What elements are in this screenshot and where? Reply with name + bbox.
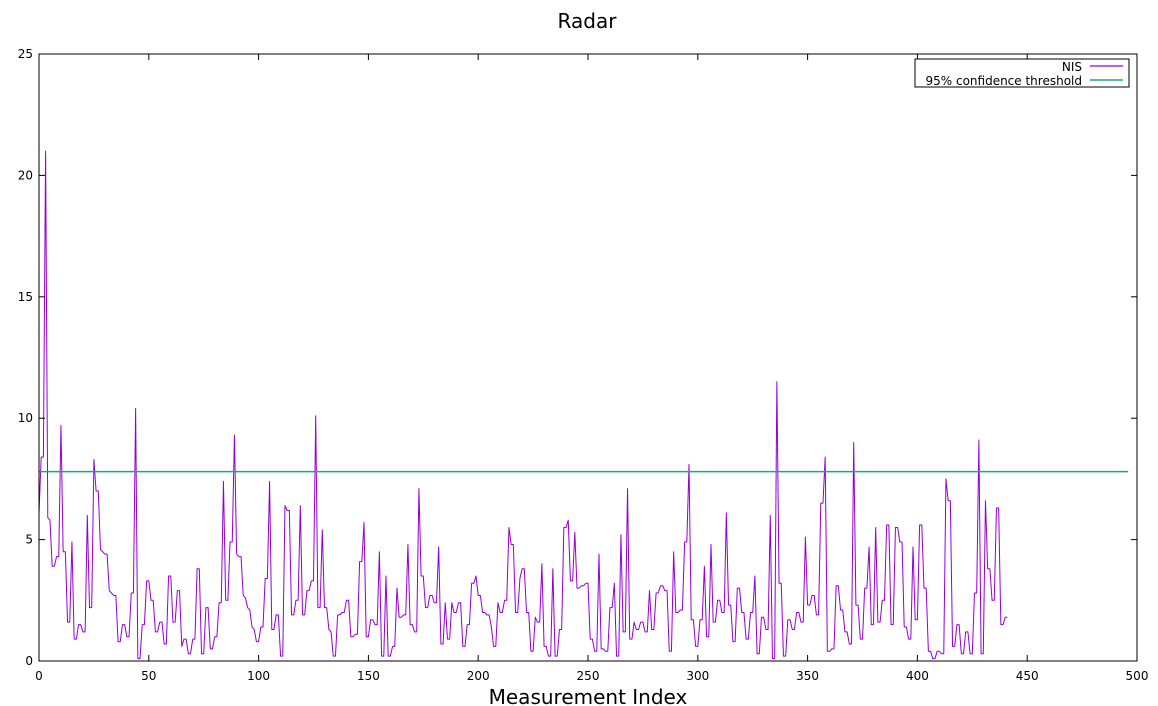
x-tick-label: 300 bbox=[686, 669, 709, 683]
y-tick-label: 10 bbox=[18, 411, 33, 425]
y-tick-label: 0 bbox=[25, 654, 33, 668]
legend-label-threshold: 95% confidence threshold bbox=[925, 74, 1082, 88]
x-tick-label: 450 bbox=[1016, 669, 1039, 683]
x-tick-label: 350 bbox=[796, 669, 819, 683]
x-tick-label: 50 bbox=[141, 669, 156, 683]
x-tick-label: 150 bbox=[357, 669, 380, 683]
y-tick-label: 20 bbox=[18, 168, 33, 182]
chart-title: Radar bbox=[558, 9, 618, 33]
x-tick-label: 500 bbox=[1126, 669, 1149, 683]
legend-box bbox=[914, 58, 1130, 88]
x-tick-label: 100 bbox=[247, 669, 270, 683]
y-tick-label: 25 bbox=[18, 47, 33, 61]
x-tick-label: 200 bbox=[467, 669, 490, 683]
legend: NIS 95% confidence threshold bbox=[914, 58, 1130, 88]
x-tick-label: 250 bbox=[577, 669, 600, 683]
y-tick-label: 5 bbox=[25, 533, 33, 547]
legend-label-nis: NIS bbox=[1062, 60, 1082, 74]
x-axis-label: Measurement Index bbox=[489, 685, 688, 706]
y-tick-label: 15 bbox=[18, 290, 33, 304]
plot-frame bbox=[38, 53, 1138, 662]
x-tick-label: 0 bbox=[35, 669, 43, 683]
series-layer bbox=[38, 150, 1129, 660]
axes-layer: 0 50 100 150 200 250 300 350 400 450 500 0 5 10 15 20 25 bbox=[18, 47, 1149, 683]
x-tick-label: 400 bbox=[906, 669, 929, 683]
nis-series-line bbox=[38, 150, 1008, 660]
